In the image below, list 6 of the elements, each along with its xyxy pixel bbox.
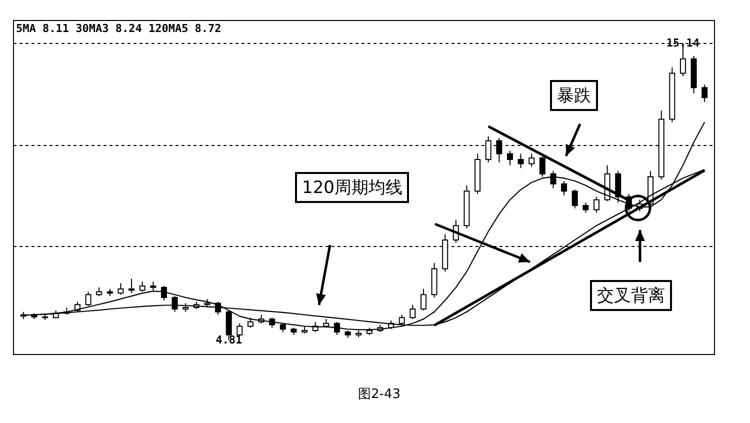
annotation: 4.81 xyxy=(216,333,242,346)
annotation: 120周期均线 xyxy=(295,172,410,203)
annotation: 暴跌 xyxy=(550,80,598,111)
chart-title: 5MA 8.11 30MA3 8.24 120MA5 8.72 xyxy=(16,22,222,35)
annotation: 交叉背离 xyxy=(590,280,672,311)
caption: 图2-43 xyxy=(358,386,401,403)
